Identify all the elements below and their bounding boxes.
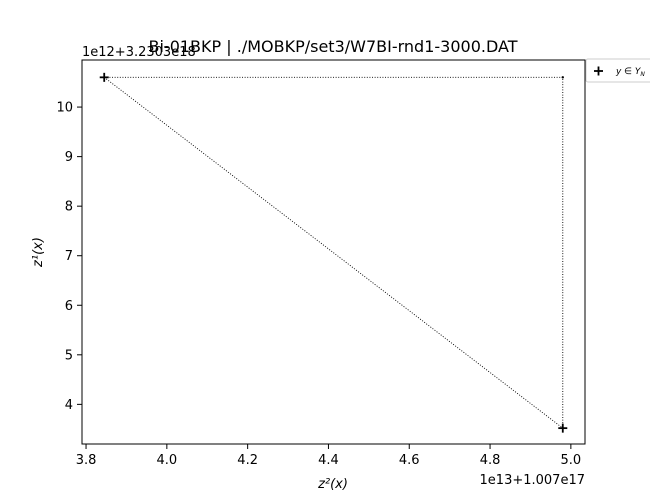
x-axis-offset-text: 1e13+1.007e17 [480,473,585,488]
y-tick-label: 6 [65,299,73,314]
y-tick-label: 9 [65,150,73,165]
y-tick-label: 5 [65,348,73,363]
x-tick-label: 4.0 [156,453,177,468]
y-tick-label: 4 [65,398,73,413]
plot-content [99,72,568,433]
y-tick-label: 10 [56,101,73,116]
y-tick-label: 8 [65,200,73,215]
legend-box [585,58,650,83]
y-axis-label: z¹(x) [31,237,46,268]
legend-entry-subscript: N [640,71,645,78]
x-tick-label: 4.8 [480,453,501,468]
x-tick-label: 3.8 [76,453,97,468]
y-tick-label: 7 [65,249,73,264]
axes-frame [81,59,586,445]
legend-entry-label: y ∈ YN [615,67,645,78]
data-point-plus-marker [558,423,568,433]
dotted-connecting-path [103,76,564,430]
legend-marker-plus [594,66,603,76]
x-tick-label: 4.4 [318,453,339,468]
x-tick-label: 4.6 [399,453,420,468]
x-axis-ticks: 3.8 4.0 4.2 4.4 4.6 4.8 5.0 [76,444,582,468]
data-point-plus-marker [99,72,109,82]
x-tick-label: 5.0 [561,453,582,468]
y-axis-ticks: 4 5 6 7 8 9 10 [56,101,82,413]
chart-title: Bi-01BKP | ./MOBKP/set3/W7BI-rnd1-3000.D… [149,37,518,56]
legend: y ∈ YN [585,58,650,83]
x-axis-label: z²(x) [317,477,348,492]
x-tick-label: 4.2 [237,453,258,468]
path-corner-dot [561,76,564,79]
y-axis-offset-text: 1e12+3.2303e18 [82,45,196,60]
